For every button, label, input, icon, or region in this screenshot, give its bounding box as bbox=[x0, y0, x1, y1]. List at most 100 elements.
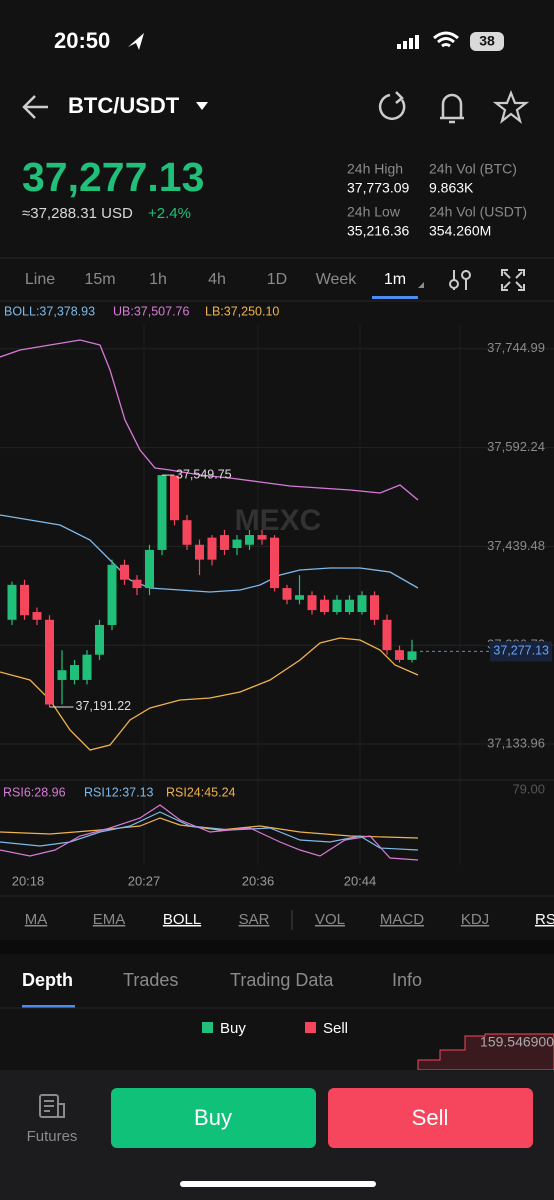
section-tab[interactable]: Trades bbox=[123, 970, 178, 990]
stat-label: 24h High bbox=[347, 161, 403, 177]
signal-icon bbox=[397, 35, 419, 49]
candle-body bbox=[295, 595, 304, 600]
candle-body bbox=[170, 475, 179, 521]
active-underline bbox=[372, 296, 418, 299]
middle-band bbox=[0, 514, 419, 593]
last-price: 37,277.13 bbox=[22, 154, 204, 200]
pair-dropdown[interactable] bbox=[196, 102, 208, 110]
y-tick-label: 37,592.24 bbox=[487, 439, 545, 454]
ub-legend: UB:37,507.76 bbox=[113, 304, 189, 318]
interval-tab[interactable]: 1D bbox=[267, 271, 287, 288]
refresh-button[interactable] bbox=[378, 91, 406, 121]
stat-value: 9.863K bbox=[429, 180, 474, 196]
buy-swatch bbox=[202, 1022, 213, 1033]
candle-body bbox=[107, 564, 117, 625]
candle-body bbox=[82, 654, 92, 680]
lower-band bbox=[0, 637, 419, 751]
candle-body bbox=[357, 595, 367, 613]
candle-body bbox=[332, 599, 342, 613]
interval-tab[interactable]: 1h bbox=[149, 271, 167, 288]
interval-tab-active[interactable]: 1m bbox=[384, 271, 406, 288]
last-price-label: 37,277.13 bbox=[493, 644, 549, 658]
buy-legend: Buy bbox=[220, 1020, 246, 1037]
battery-level: 38 bbox=[479, 33, 495, 49]
candle-body bbox=[182, 520, 192, 545]
indicator-tab[interactable]: VOL bbox=[315, 911, 345, 928]
candle-body bbox=[407, 651, 417, 660]
pair-title[interactable]: BTC/USDT bbox=[68, 93, 180, 118]
back-button[interactable] bbox=[22, 95, 48, 119]
rsi6-line bbox=[0, 804, 419, 861]
candle-body bbox=[382, 619, 392, 651]
depth-amount: 159.546900 bbox=[480, 1034, 554, 1050]
rsi12-legend: RSI12:37.13 bbox=[84, 785, 154, 799]
interval-tab[interactable]: Week bbox=[316, 271, 358, 288]
price-change: +2.4% bbox=[148, 205, 191, 222]
buy-button-label[interactable]: Buy bbox=[194, 1105, 232, 1130]
time-label: 20:27 bbox=[128, 873, 161, 888]
sell-swatch bbox=[305, 1022, 316, 1033]
interval-tab[interactable]: Line bbox=[25, 271, 55, 288]
clock: 20:50 bbox=[54, 28, 110, 53]
section-tab[interactable]: Info bbox=[392, 970, 422, 990]
sell-button-label[interactable]: Sell bbox=[412, 1105, 449, 1130]
min-marker-label: 37,191.22 bbox=[76, 699, 132, 713]
y-tick-label: 37,133.96 bbox=[487, 735, 545, 750]
indicator-tab[interactable]: RS bbox=[535, 911, 554, 928]
candle-body bbox=[370, 595, 379, 620]
rsi24-line bbox=[0, 817, 419, 839]
section-tab[interactable]: Trading Data bbox=[230, 970, 334, 990]
favorite-button[interactable] bbox=[492, 90, 530, 124]
max-marker-label: 37,549.75 bbox=[176, 467, 232, 481]
candle-body bbox=[395, 650, 404, 660]
candle-body bbox=[195, 544, 204, 560]
candle-body bbox=[57, 670, 67, 680]
futures-label[interactable]: Futures bbox=[27, 1128, 78, 1145]
candle-body bbox=[95, 624, 104, 655]
candle-body bbox=[120, 564, 129, 580]
candle-body bbox=[220, 535, 229, 550]
indicator-tab[interactable]: SAR bbox=[239, 911, 270, 928]
rsi24-legend: RSI24:45.24 bbox=[166, 785, 236, 799]
sell-legend: Sell bbox=[323, 1020, 348, 1037]
rsi6-legend: RSI6:28.96 bbox=[3, 785, 66, 799]
candle-body bbox=[20, 584, 29, 616]
indicator-settings-button[interactable] bbox=[449, 270, 471, 290]
time-label: 20:36 bbox=[242, 873, 275, 888]
stat-label: 24h Vol (USDT) bbox=[429, 204, 527, 220]
candle-body bbox=[145, 549, 154, 589]
buy-button[interactable] bbox=[111, 1088, 316, 1148]
interval-tab[interactable]: 15m bbox=[84, 271, 115, 288]
stat-value: 35,216.36 bbox=[347, 223, 409, 239]
indicator-tab[interactable]: MA bbox=[25, 911, 48, 928]
interval-tab[interactable]: 4h bbox=[208, 271, 226, 288]
boll-legend: BOLL:37,378.93 bbox=[4, 304, 95, 318]
candle-body bbox=[320, 599, 329, 613]
battery bbox=[470, 32, 504, 51]
sell-button[interactable] bbox=[328, 1088, 533, 1148]
stat-label: 24h Vol (BTC) bbox=[429, 161, 517, 177]
candle-body bbox=[257, 535, 267, 540]
futures-icon[interactable] bbox=[39, 1094, 65, 1118]
depth-sell-area bbox=[417, 1033, 554, 1071]
section-tab-active[interactable]: Depth bbox=[22, 970, 73, 990]
time-label: 20:18 bbox=[12, 873, 45, 888]
tab-underline bbox=[22, 1005, 75, 1008]
candle-body bbox=[282, 588, 292, 600]
alert-button[interactable] bbox=[440, 93, 464, 124]
fullscreen-button[interactable] bbox=[501, 269, 525, 291]
stat-value: 354.260M bbox=[429, 223, 491, 239]
upper-band bbox=[0, 339, 419, 501]
candle-body bbox=[270, 537, 279, 589]
stat-label: 24h Low bbox=[347, 204, 401, 220]
rsi12-line bbox=[0, 811, 419, 851]
y-tick-label: 37,744.99 bbox=[487, 340, 545, 355]
indicator-tab[interactable]: KDJ bbox=[461, 911, 489, 928]
indicator-tab-active[interactable]: BOLL bbox=[163, 911, 201, 928]
indicator-tab[interactable]: MACD bbox=[380, 911, 424, 928]
indicator-tab[interactable]: EMA bbox=[93, 911, 126, 928]
section-gap bbox=[0, 940, 554, 954]
candle-body bbox=[307, 595, 317, 611]
rsi-axis-label: 79.00 bbox=[512, 781, 545, 796]
